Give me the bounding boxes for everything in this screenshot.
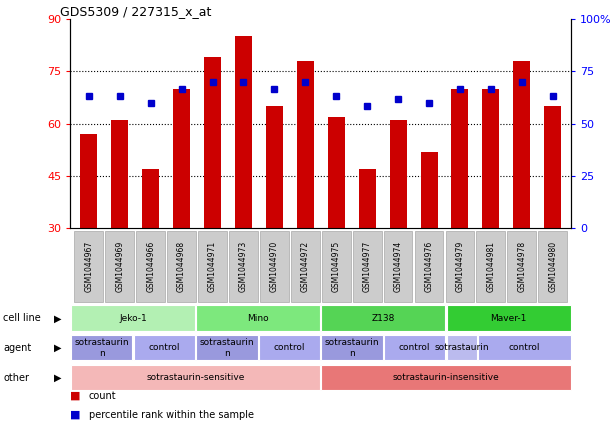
Text: GSM1044979: GSM1044979 (455, 241, 464, 292)
Text: GSM1044970: GSM1044970 (270, 241, 279, 292)
Text: GSM1044973: GSM1044973 (239, 241, 248, 292)
Text: GDS5309 / 227315_x_at: GDS5309 / 227315_x_at (60, 5, 211, 18)
Text: Maver-1: Maver-1 (491, 314, 527, 323)
Bar (235, 36, 252, 228)
Bar (420, 152, 437, 228)
Bar (359, 169, 376, 228)
Bar (173, 89, 190, 228)
Text: GSM1044976: GSM1044976 (425, 241, 434, 292)
Text: ■: ■ (70, 409, 81, 420)
Bar (204, 58, 221, 228)
Bar (80, 134, 97, 228)
Text: sotrastaurin-insensitive: sotrastaurin-insensitive (393, 373, 499, 382)
Text: GSM1044968: GSM1044968 (177, 241, 186, 292)
Bar (390, 120, 406, 228)
Text: GSM1044971: GSM1044971 (208, 241, 217, 292)
Text: control: control (508, 343, 540, 352)
Bar (297, 61, 314, 228)
Bar (544, 106, 562, 228)
Bar (452, 89, 469, 228)
Bar (111, 120, 128, 228)
Text: ▶: ▶ (54, 373, 62, 382)
Bar (266, 106, 283, 228)
Bar (327, 117, 345, 228)
Text: GSM1044975: GSM1044975 (332, 241, 341, 292)
Text: Z138: Z138 (371, 314, 395, 323)
Text: GSM1044977: GSM1044977 (363, 241, 371, 292)
Text: GSM1044969: GSM1044969 (115, 241, 124, 292)
Text: agent: agent (3, 343, 31, 353)
Text: Mino: Mino (247, 314, 269, 323)
Text: sotrastaurin: sotrastaurin (434, 343, 489, 352)
Bar (142, 169, 159, 228)
Text: cell line: cell line (3, 313, 41, 323)
Text: sotrastaurin-sensitive: sotrastaurin-sensitive (146, 373, 245, 382)
Text: GSM1044972: GSM1044972 (301, 241, 310, 292)
Text: GSM1044974: GSM1044974 (393, 241, 403, 292)
Text: GSM1044978: GSM1044978 (518, 241, 526, 292)
Text: Jeko-1: Jeko-1 (119, 314, 147, 323)
Text: GSM1044981: GSM1044981 (486, 241, 496, 292)
Text: control: control (399, 343, 431, 352)
Text: other: other (3, 373, 29, 382)
Text: GSM1044966: GSM1044966 (146, 241, 155, 292)
Text: control: control (148, 343, 180, 352)
Text: GSM1044980: GSM1044980 (548, 241, 557, 292)
Text: ▶: ▶ (54, 343, 62, 353)
Text: sotrastaurin
n: sotrastaurin n (75, 338, 129, 357)
Text: sotrastaurin
n: sotrastaurin n (325, 338, 379, 357)
Text: control: control (274, 343, 306, 352)
Bar (513, 61, 530, 228)
Text: count: count (89, 390, 116, 401)
Text: ▶: ▶ (54, 313, 62, 323)
Text: ■: ■ (70, 390, 81, 401)
Text: percentile rank within the sample: percentile rank within the sample (89, 409, 254, 420)
Bar (482, 89, 499, 228)
Text: sotrastaurin
n: sotrastaurin n (200, 338, 254, 357)
Text: GSM1044967: GSM1044967 (84, 241, 93, 292)
